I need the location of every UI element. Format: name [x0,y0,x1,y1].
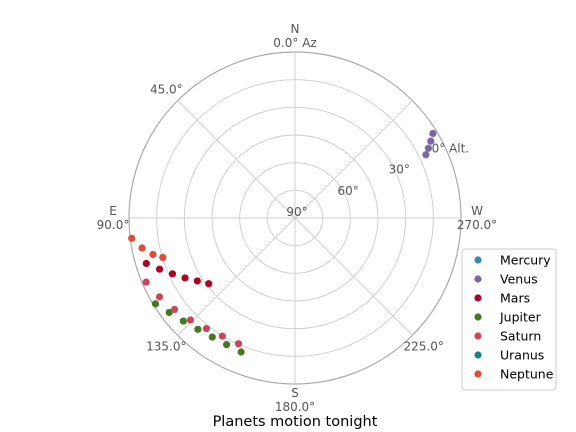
data-point-jupiter [222,340,231,349]
legend-label: Venus [500,272,538,287]
data-markers [128,129,437,356]
data-point-saturn [218,332,226,340]
data-point-venus [424,144,432,152]
azimuth-gridline [177,100,296,219]
azimuth-tick-label: N 0.0° Az [273,22,316,50]
legend-marker [474,275,482,283]
azimuth-tick-label: S 180.0° [275,386,315,414]
legend-box [461,248,557,391]
data-point-saturn [186,316,195,324]
legend-label: Neptune [500,367,554,382]
legend-marker [474,256,482,264]
legend: Mercury Venus Mars Jupiter Saturn Uranus Neptu… [461,248,557,391]
azimuth-tick-label: 45.0° [150,82,183,96]
data-point-mars [155,265,164,273]
data-point-saturn [202,324,211,333]
legend-marker [474,313,482,321]
altitude-tick-label: 0° Alt. [432,141,470,155]
data-point-saturn [234,340,243,348]
data-point-jupiter [194,325,202,333]
data-point-neptune [138,244,146,252]
legend-label: Jupiter [499,310,542,325]
altitude-tick-label: 60° [337,184,358,198]
data-point-venus [429,129,437,138]
data-point-neptune [128,234,136,242]
azimuth-gridline [294,217,413,336]
data-point-jupiter [208,333,216,341]
azimuth-tick-label: 135.0° [146,340,186,354]
legend-label: Saturn [500,329,541,344]
data-point-venus [422,151,430,159]
polar-grid [128,51,462,385]
data-point-saturn [155,293,164,301]
data-point-mars [142,259,150,268]
data-point-mars [205,280,213,288]
data-point-venus [427,137,435,145]
legend-marker [474,370,482,378]
legend-marker [474,294,482,302]
data-point-saturn [142,278,150,286]
legend-label: Mercury [500,253,551,268]
data-point-jupiter [179,317,187,325]
legend-marker [474,332,482,340]
azimuth-tick-label: W 270.0° [457,204,497,232]
azimuth-tick-label: 225.0° [404,340,444,354]
altitude-tick-label: 90° [286,205,307,219]
data-point-jupiter [165,308,173,317]
data-point-neptune [149,250,157,259]
data-point-mars [181,274,189,282]
legend-label: Uranus [500,348,544,363]
azimuth-gridline [294,100,413,219]
data-point-jupiter [151,300,160,308]
chart-title: Planets motion tonight [213,414,378,430]
data-point-mars [193,277,201,285]
azimuth-gridline [177,217,296,336]
legend-marker [474,351,482,359]
altitude-tick-label: 30° [389,163,410,177]
data-point-mars [168,270,177,278]
data-point-neptune [159,253,167,262]
tick-labels: N 0.0° Az 45.0° E 90.0° 135.0° S 180.0° 225.0° W 2… [97,22,498,414]
legend-label: Mars [500,291,530,306]
azimuth-tick-label: E 90.0° [97,204,130,232]
data-point-saturn [170,305,179,314]
data-point-jupiter [237,348,245,356]
